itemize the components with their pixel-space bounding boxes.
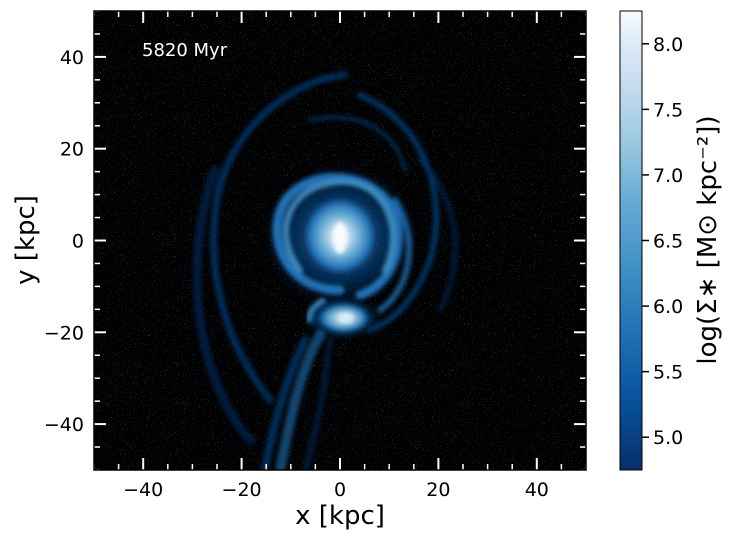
colorbar-tick-label: 7.0 bbox=[653, 165, 683, 187]
colorbar: 8.0 7.5 7.0 6.5 6.0 5.5 5.0 log(Σ∗ [M⊙ kpc⁻²]) bbox=[619, 10, 723, 471]
y-axis-label: y [kpc] bbox=[11, 195, 41, 285]
plot-ticks bbox=[93, 10, 587, 471]
colorbar-tick-label: 7.5 bbox=[653, 99, 683, 121]
y-tick-label: 40 bbox=[60, 47, 84, 69]
y-tick-label: 0 bbox=[72, 231, 84, 253]
x-tick-label: 40 bbox=[525, 479, 549, 501]
plot-frame bbox=[93, 10, 587, 471]
colorbar-tick-label: 6.0 bbox=[653, 296, 683, 318]
x-tick-label: −20 bbox=[222, 479, 262, 501]
x-tick-label: 20 bbox=[426, 479, 450, 501]
y-tick-label: 20 bbox=[60, 139, 84, 161]
colorbar-label: log(Σ∗ [M⊙ kpc⁻²]) bbox=[693, 115, 723, 364]
colorbar-gradient bbox=[619, 10, 643, 471]
y-tick-labels: 40 20 0 −20 −40 bbox=[44, 47, 84, 436]
time-annotation: 5820 Myr bbox=[142, 40, 228, 61]
y-tick-label: −20 bbox=[44, 322, 84, 344]
x-tick-label: 0 bbox=[334, 479, 346, 501]
colorbar-tick-label: 5.5 bbox=[653, 362, 683, 384]
colorbar-ticks: 8.0 7.5 7.0 6.5 6.0 5.5 5.0 bbox=[642, 34, 683, 449]
colorbar-tick-label: 8.0 bbox=[653, 34, 683, 56]
y-tick-label: −40 bbox=[44, 414, 84, 436]
x-axis-label: x [kpc] bbox=[295, 501, 385, 531]
galaxy-image bbox=[94, 11, 586, 470]
x-tick-labels: −40 −20 0 20 40 bbox=[123, 479, 549, 501]
x-tick-label: −40 bbox=[123, 479, 163, 501]
plot-area: 5820 Myr −40 −20 0 20 40 40 20 0 −20 −40 bbox=[44, 10, 587, 501]
colorbar-tick-label: 5.0 bbox=[653, 427, 683, 449]
colorbar-tick-label: 6.5 bbox=[653, 231, 683, 253]
